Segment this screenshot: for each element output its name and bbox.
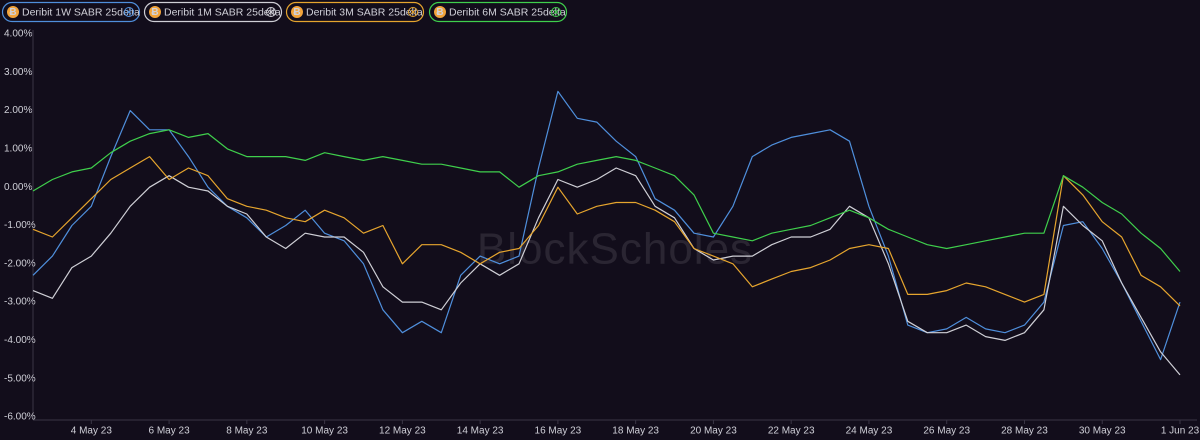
y-tick-label: -5.00%	[4, 373, 36, 384]
legend-close[interactable]	[551, 7, 561, 17]
bitcoin-icon	[149, 6, 161, 18]
x-tick-label: 26 May 23	[923, 426, 970, 437]
legend-close-x	[126, 9, 132, 15]
y-tick-label: -3.00%	[4, 297, 36, 308]
legend-item[interactable]: Ƀ Deribit 1W SABR 25delta	[1, 1, 141, 23]
y-tick-label: 4.00%	[4, 29, 32, 40]
legend-item[interactable]: Ƀ Deribit 1M SABR 25delta	[143, 1, 283, 23]
bitcoin-glyph: Ƀ	[293, 7, 300, 18]
y-tick-label: -2.00%	[4, 258, 36, 269]
x-tick-label: 4 May 23	[71, 426, 113, 437]
x-tick-label: 24 May 23	[846, 426, 893, 437]
series-line	[32, 156, 1181, 307]
x-tick-label: 10 May 23	[301, 426, 348, 437]
bitcoin-icon	[434, 6, 446, 18]
legend-close-x	[268, 9, 274, 15]
x-tick-label: 12 May 23	[379, 426, 426, 437]
legend-chip	[1, 1, 141, 23]
legend-item[interactable]: Ƀ Deribit 3M SABR 25delta	[285, 1, 425, 23]
legend-chip	[285, 1, 425, 23]
x-tick-label: 22 May 23	[768, 426, 815, 437]
legend-chip	[428, 1, 568, 23]
legend-close[interactable]	[266, 7, 276, 17]
legend-label: Deribit 3M SABR 25delta	[306, 6, 423, 18]
x-tick-label: 18 May 23	[612, 426, 659, 437]
series-line	[32, 167, 1181, 376]
y-tick-label: 1.00%	[4, 144, 32, 155]
x-tick-label: 6 May 23	[149, 426, 191, 437]
bitcoin-glyph: Ƀ	[151, 7, 158, 18]
x-tick-label: 30 May 23	[1079, 426, 1126, 437]
y-tick-label: -4.00%	[4, 335, 36, 346]
legend-label: Deribit 1M SABR 25delta	[164, 6, 281, 18]
series-line	[32, 129, 1181, 272]
bitcoin-glyph: Ƀ	[9, 7, 16, 18]
watermark: BlockScholes	[477, 225, 753, 274]
y-tick-label: -1.00%	[4, 220, 36, 231]
bitcoin-glyph: Ƀ	[436, 7, 443, 18]
legend-item[interactable]: Ƀ Deribit 6M SABR 25delta	[428, 1, 568, 23]
x-tick-label: 8 May 23	[226, 426, 268, 437]
legend-label: Deribit 1W SABR 25delta	[22, 6, 140, 18]
legend-close[interactable]	[408, 7, 418, 17]
legend-close-x	[410, 9, 416, 15]
bitcoin-icon	[7, 6, 19, 18]
y-tick-label: 3.00%	[4, 67, 32, 78]
y-tick-label: 2.00%	[4, 105, 32, 116]
legend-close[interactable]	[124, 7, 134, 17]
legend-chip	[143, 1, 283, 23]
y-tick-label: 0.00%	[4, 182, 32, 193]
legend-close-x	[553, 9, 559, 15]
x-tick-label: 1 Jun 23	[1161, 426, 1200, 437]
x-tick-label: 20 May 23	[690, 426, 737, 437]
y-tick-label: -6.00%	[4, 412, 36, 423]
bitcoin-icon	[291, 6, 303, 18]
legend-label: Deribit 6M SABR 25delta	[449, 6, 566, 18]
x-tick-label: 14 May 23	[457, 426, 504, 437]
x-tick-label: 16 May 23	[535, 426, 582, 437]
x-tick-label: 28 May 23	[1001, 426, 1048, 437]
